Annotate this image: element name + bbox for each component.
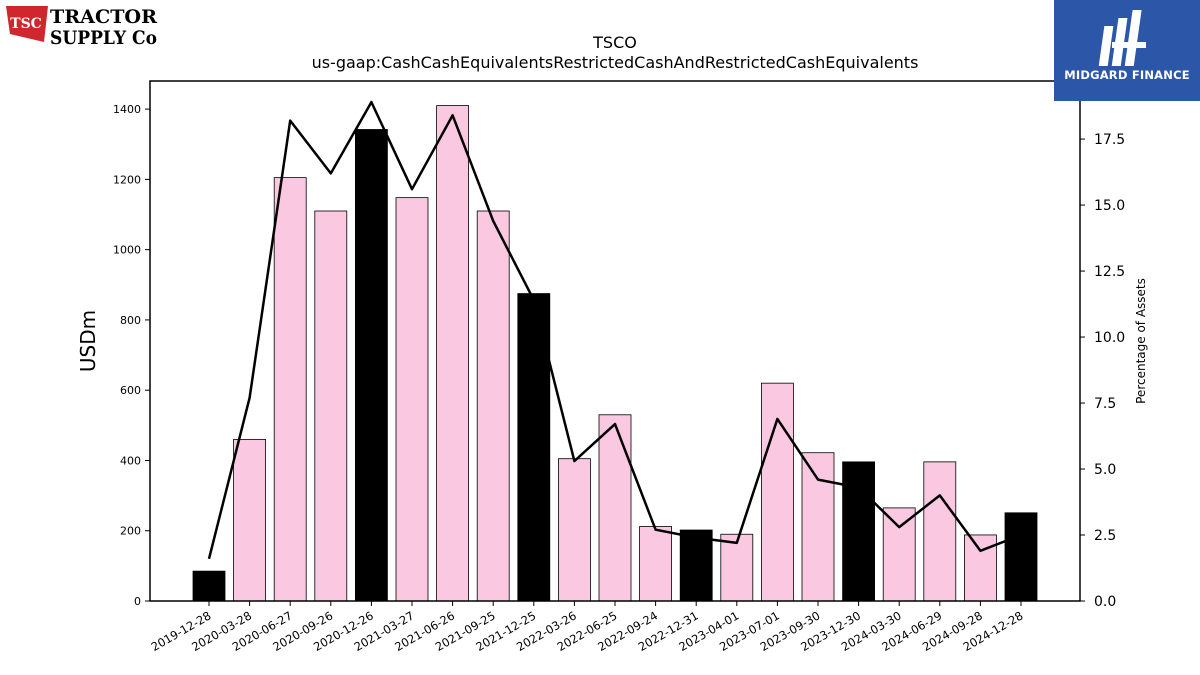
bar-2021-06-26 (436, 105, 470, 602)
y2-tick-label: 15.0 (1094, 198, 1125, 214)
y-axis-right: 0.0 2.5 5.0 7.5 10.0 12.5 15.0 17.5 (1080, 132, 1125, 610)
y-tick-label: 200 (120, 525, 141, 538)
midgard-finance-logo: MIDGARD FINANCE (1054, 0, 1200, 101)
bar-2020-06-27 (273, 177, 307, 602)
percent-of-assets-line (207, 100, 1022, 560)
bar-2021-03-27 (395, 197, 429, 602)
y2-tick-label: 2.5 (1094, 528, 1116, 544)
y2-tick-label: 7.5 (1094, 396, 1116, 412)
bar-2020-12-26 (354, 129, 388, 602)
bar-2022-06-25 (598, 414, 632, 602)
tractor-supply-logo: TSC TRACTOR SUPPLY Co (6, 4, 162, 49)
y-tick-label: 0 (134, 595, 141, 608)
bar-2023-04-01 (720, 533, 754, 602)
bar-2024-06-29 (923, 461, 957, 602)
y2-axis-label: Percentage of Assets (1134, 278, 1148, 404)
bar-2024-09-28 (964, 534, 997, 602)
y-tick-label: 1000 (113, 244, 141, 257)
y2-tick-label: 0.0 (1094, 594, 1116, 610)
y-tick-label: 1200 (113, 173, 141, 186)
bar-2024-03-30 (882, 507, 916, 602)
bar-2022-09-24 (639, 526, 672, 602)
tsc-wordmark-line2: SUPPLY Co (50, 27, 157, 48)
y-axis-label: USDm (76, 310, 100, 372)
bar-2019-12-28 (192, 570, 226, 602)
x-axis: 2019-12-282020-03-282020-06-272020-09-26… (149, 601, 1026, 654)
percent-line (207, 100, 1022, 560)
y-tick-label: 600 (120, 384, 141, 397)
y2-tick-label: 10.0 (1094, 330, 1125, 346)
bar-2020-03-28 (233, 438, 267, 602)
y-tick-label: 400 (120, 454, 141, 467)
bar-2023-12-30 (842, 461, 875, 602)
chart-title: TSCO (592, 33, 637, 52)
bar-2023-07-01 (761, 382, 794, 602)
tsc-badge-shape (6, 6, 48, 42)
bar-2022-12-31 (679, 529, 713, 602)
midgard-mark-icon (1098, 10, 1146, 66)
bar-2023-09-30 (801, 452, 835, 602)
y2-tick-label: 12.5 (1094, 264, 1125, 280)
tsc-badge-text: TSC (10, 16, 42, 32)
bar-2022-03-26 (558, 458, 591, 602)
bar-2021-09-25 (476, 210, 510, 602)
y-tick-label: 1400 (113, 103, 141, 116)
bar-2020-09-26 (314, 210, 348, 602)
chart-subtitle: us-gaap:CashCashEquivalentsRestrictedCas… (312, 53, 919, 72)
y2-tick-label: 5.0 (1094, 462, 1116, 478)
y-tick-label: 800 (120, 314, 141, 327)
bars (192, 105, 1038, 602)
tsc-wordmark-line1: TRACTOR (50, 6, 157, 28)
midgard-wordmark: MIDGARD FINANCE (1064, 68, 1190, 82)
y2-tick-label: 17.5 (1094, 132, 1125, 148)
y-axis-left: 0 200 400 600 800 1000 1200 1400 (113, 103, 150, 608)
bar-2024-12-28 (1004, 512, 1038, 602)
